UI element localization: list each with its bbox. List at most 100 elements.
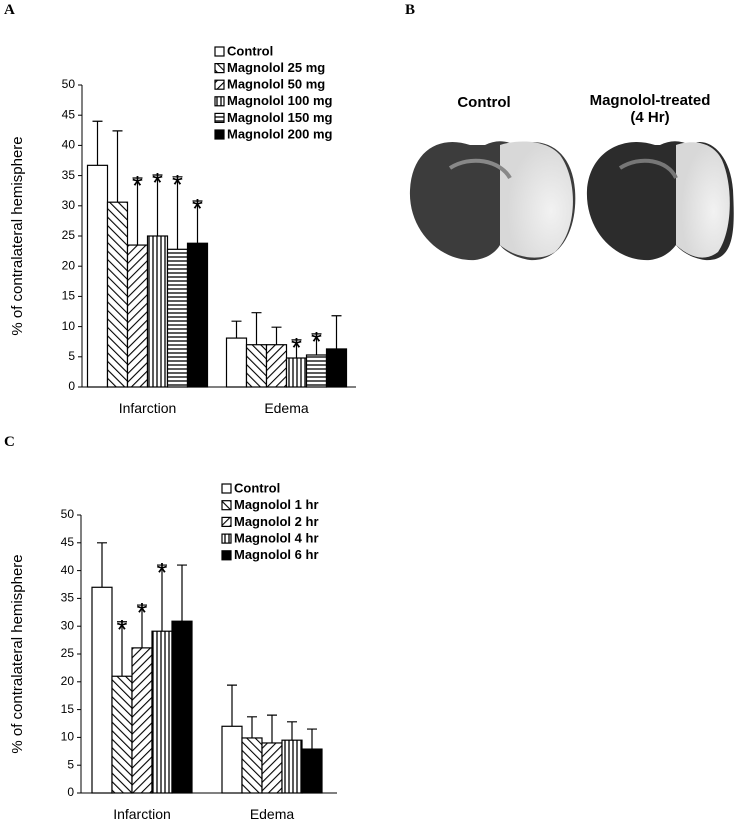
error-bar <box>331 315 342 349</box>
bar <box>281 739 303 794</box>
bar <box>146 235 169 388</box>
legend-swatch <box>221 500 232 511</box>
y-tick-label: 5 <box>68 349 75 363</box>
error-bar <box>172 176 183 250</box>
legend-label: Magnolol 150 mg <box>227 110 333 125</box>
bar <box>131 647 153 794</box>
y-tick-label: 15 <box>61 702 75 716</box>
y-tick-label: 25 <box>62 228 76 242</box>
significance-marker: * <box>172 169 183 200</box>
significance-marker: * <box>152 167 163 198</box>
error-bar <box>157 564 167 632</box>
error-bar <box>97 542 107 588</box>
x-tick-label: Infarction <box>113 806 171 820</box>
image-label: Magnolol-treated (4 Hr) <box>590 92 711 126</box>
legend-swatch <box>221 483 232 494</box>
infarct-area <box>500 141 573 258</box>
error-bar <box>192 200 203 244</box>
error-bar <box>267 714 277 743</box>
y-tick-label: 50 <box>61 507 75 521</box>
bar <box>245 344 268 388</box>
y-axis-title: % of contralateral hemisphere <box>9 554 26 753</box>
legend-swatch <box>214 46 225 57</box>
significance-marker: * <box>137 597 148 628</box>
image-label: Control <box>457 94 510 111</box>
legend-label: Magnolol 6 hr <box>234 547 319 562</box>
legend-swatch <box>214 62 225 74</box>
significance-marker: * <box>311 326 322 357</box>
error-bar <box>251 312 262 345</box>
panel-label: B <box>405 2 415 18</box>
y-tick-label: 0 <box>67 785 74 799</box>
y-tick-label: 30 <box>62 198 76 212</box>
y-tick-label: 15 <box>62 289 76 303</box>
y-tick-label: 0 <box>68 379 75 393</box>
legend-swatch <box>214 79 225 90</box>
y-axis-title: % of contralateral hemisphere <box>9 136 26 335</box>
x-tick-label: Edema <box>250 806 295 820</box>
significance-marker: * <box>192 193 203 224</box>
y-tick-label: 5 <box>67 757 74 771</box>
y-tick-label: 10 <box>62 319 76 333</box>
bar <box>261 742 283 794</box>
x-tick-label: Infarction <box>119 400 177 416</box>
error-bar <box>152 174 163 236</box>
panel-label: A <box>4 2 15 18</box>
y-tick-label: 35 <box>62 168 76 182</box>
legend-label: Magnolol 50 mg <box>227 77 325 92</box>
error-bar <box>307 728 317 750</box>
bar <box>305 354 328 388</box>
significance-marker: * <box>157 557 168 588</box>
bar <box>186 242 209 388</box>
bar <box>86 164 109 388</box>
legend-label: Control <box>227 43 273 58</box>
legend-label: Magnolol 4 hr <box>234 531 319 546</box>
significance-marker: * <box>291 332 302 363</box>
bar <box>325 348 348 388</box>
error-bar <box>311 333 322 355</box>
bar <box>225 337 248 388</box>
y-tick-label: 10 <box>61 730 75 744</box>
error-bar <box>227 684 237 727</box>
y-tick-label: 30 <box>61 618 75 632</box>
y-tick-label: 35 <box>61 591 75 605</box>
error-bar <box>231 320 242 339</box>
legend-label: Magnolol 2 hr <box>234 514 319 529</box>
bar <box>151 630 173 794</box>
error-bar <box>117 621 127 677</box>
bar <box>221 725 243 794</box>
legend-label: Control <box>234 480 280 495</box>
infarct-area <box>676 142 730 258</box>
y-tick-label: 40 <box>61 563 75 577</box>
y-tick-label: 25 <box>61 646 75 660</box>
significance-marker: * <box>132 170 143 201</box>
error-bar <box>247 716 257 738</box>
bar <box>106 201 129 388</box>
bar <box>301 748 323 794</box>
bar <box>171 620 193 794</box>
bar <box>265 344 288 388</box>
x-tick-label: Edema <box>264 400 309 416</box>
y-tick-label: 45 <box>62 107 76 121</box>
error-bar <box>271 326 282 345</box>
error-bar <box>291 339 302 359</box>
y-tick-label: 50 <box>62 77 76 91</box>
legend-swatch <box>221 516 232 528</box>
legend-label: Magnolol 100 mg <box>227 93 333 108</box>
legend-swatch <box>214 96 225 107</box>
error-bar <box>132 177 143 246</box>
y-tick-label: 20 <box>62 258 76 272</box>
legend-label: Magnolol 1 hr <box>234 497 319 512</box>
significance-marker: * <box>117 614 128 645</box>
bar <box>126 244 149 388</box>
bar <box>91 586 113 794</box>
panel-label: C <box>4 434 15 450</box>
bar <box>111 675 133 794</box>
legend-swatch <box>221 533 232 544</box>
legend-label: Magnolol 25 mg <box>227 60 325 75</box>
legend-label: Magnolol 200 mg <box>227 126 333 141</box>
y-tick-label: 45 <box>61 535 75 549</box>
error-bar <box>177 564 187 622</box>
error-bar <box>92 120 103 166</box>
